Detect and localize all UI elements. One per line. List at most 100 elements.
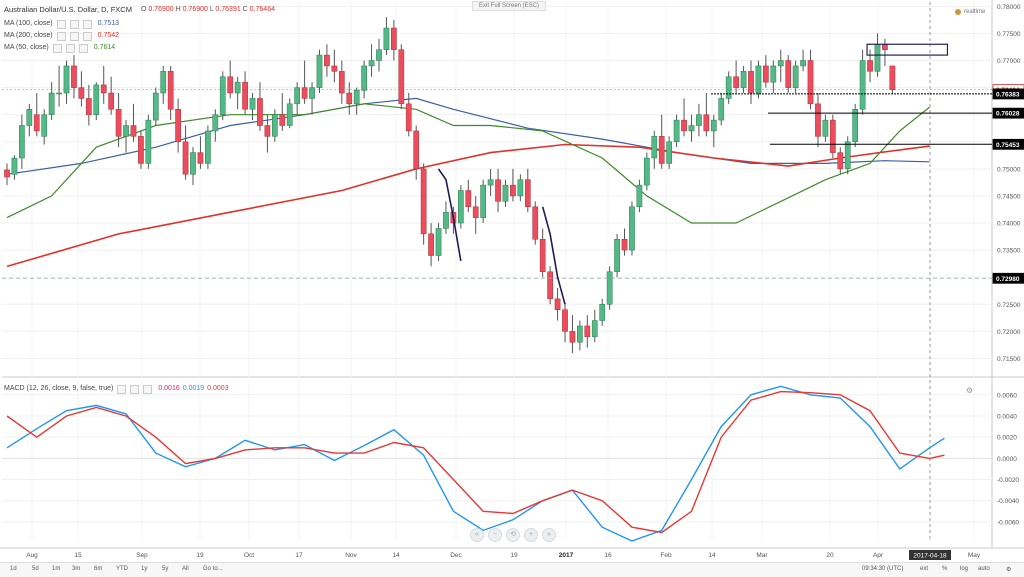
price-tick-label: 0.77500 — [997, 31, 1021, 38]
candle-body — [807, 60, 814, 105]
range-button-1y[interactable]: 1y — [141, 566, 148, 572]
ma-legend-name: MA (200, close) — [4, 32, 53, 39]
candle-body — [271, 114, 278, 137]
candle-body — [510, 184, 516, 197]
candle-body — [190, 152, 196, 175]
candle-body — [487, 179, 494, 186]
ma-legend-row: MA (200, close) 0.7542 — [4, 30, 119, 42]
realtime-label: realtime — [964, 9, 986, 15]
time-tick-label: Oct — [244, 552, 254, 559]
close-icon[interactable] — [143, 384, 153, 394]
candle-body — [681, 119, 687, 132]
swing-drawing — [541, 206, 566, 305]
pane-settings-icon[interactable]: ⚙ — [966, 386, 974, 395]
zoom-in-icon[interactable]: + — [524, 528, 538, 542]
scroll-right-icon[interactable]: » — [542, 528, 556, 542]
candle-body — [56, 92, 62, 95]
range-button-goto[interactable]: Go to... — [203, 566, 223, 572]
candle-body — [376, 49, 382, 61]
ma-legend: MA (100, close) 0.7513 MA (200, close) 0.75… — [4, 18, 119, 54]
price-tick-label: 0.78000 — [997, 4, 1021, 11]
close-icon[interactable] — [78, 43, 88, 53]
scale-button-log[interactable]: log — [960, 566, 969, 572]
candle-body — [324, 54, 330, 67]
candle-body — [33, 114, 40, 132]
candle-body — [145, 119, 152, 164]
scale-button-ext[interactable]: ext — [920, 566, 929, 572]
candle-body — [413, 130, 420, 170]
time-tick-label: 14 — [708, 552, 716, 559]
price-tick-label: 0.73500 — [997, 248, 1021, 255]
candle-body — [279, 114, 286, 126]
candle-body — [733, 76, 739, 88]
price-badge-label: 0.76383 — [996, 91, 1020, 98]
candle-body — [123, 125, 129, 137]
range-button-all[interactable]: All — [182, 566, 189, 572]
chart-canvas[interactable]: 0.780000.775000.770000.765000.760000.755… — [0, 0, 1024, 562]
macd-legend-value: 0.0003 — [207, 385, 229, 392]
eye-icon[interactable] — [52, 43, 62, 53]
time-tick-label: Aug — [26, 552, 38, 559]
eye-icon[interactable] — [117, 384, 127, 394]
candle-body — [465, 190, 472, 208]
candle-body — [242, 81, 248, 110]
settings-icon[interactable] — [130, 384, 140, 394]
candle-body — [368, 60, 375, 67]
candle-body — [346, 92, 353, 105]
candle-body — [294, 87, 301, 105]
candle-body — [852, 109, 859, 143]
range-button-5d[interactable]: 5d — [32, 566, 39, 572]
macd-tick-label: -0.0040 — [997, 498, 1019, 505]
candle-body — [517, 179, 524, 197]
macd-line — [6, 385, 945, 542]
range-button-5y[interactable]: 5y — [162, 566, 169, 572]
candle-body — [859, 60, 866, 110]
exit-full-screen-button[interactable]: Exit Full Screen (ESC) — [472, 1, 547, 11]
candle-body — [532, 206, 539, 240]
candle-body — [554, 298, 561, 310]
candle-body — [41, 114, 48, 137]
range-button-1m[interactable]: 1m — [52, 566, 61, 572]
price-badge — [992, 272, 1024, 284]
scroll-left-icon[interactable]: « — [470, 528, 484, 542]
candle-body — [502, 184, 509, 202]
candle-body — [301, 87, 308, 99]
close-icon[interactable] — [82, 31, 92, 41]
ma-line — [6, 103, 930, 224]
range-button-6m[interactable]: 6m — [94, 566, 103, 572]
swing-drawing — [437, 168, 462, 262]
range-button-ytd[interactable]: YTD — [116, 566, 128, 572]
candle-body — [710, 119, 717, 132]
ohlc-value: 0.76900 — [148, 6, 176, 13]
toolbar-settings-icon[interactable]: ⚙ — [1006, 567, 1012, 573]
range-button-3m[interactable]: 3m — [72, 566, 81, 572]
candle-body — [428, 233, 434, 256]
scale-button-percent[interactable]: % — [942, 566, 948, 572]
eye-icon[interactable] — [56, 19, 66, 29]
eye-icon[interactable] — [56, 31, 66, 41]
zoom-out-icon[interactable]: − — [488, 528, 502, 542]
close-icon[interactable] — [82, 19, 92, 29]
candle-body — [472, 206, 479, 218]
settings-icon[interactable] — [65, 43, 75, 53]
scale-button-auto[interactable]: auto — [978, 566, 990, 572]
candle-body — [800, 60, 806, 67]
settings-icon[interactable] — [69, 31, 79, 41]
candle-body — [361, 65, 367, 91]
price-tick-label: 0.72500 — [997, 302, 1021, 309]
candle-body — [405, 103, 412, 132]
reset-icon[interactable]: ⟲ — [506, 528, 520, 542]
signal-line — [6, 390, 945, 534]
bottom-toolbar: 1d 5d 1m 3m 6m YTD 1y 5y All Go to... 09:34:30 (UT… — [0, 562, 1024, 577]
candle-body — [19, 125, 25, 159]
price-tick-label: 0.71500 — [997, 356, 1021, 363]
settings-icon[interactable] — [69, 19, 79, 29]
candle-body — [182, 141, 189, 175]
ma-legend-value: 0.7614 — [93, 44, 116, 51]
candle-body — [85, 98, 92, 115]
time-tick-label: Mar — [756, 552, 768, 559]
ohlc-value: 0.76391 — [215, 6, 243, 13]
ohlc-key: C — [242, 6, 250, 13]
macd-legend: MACD (12, 26, close, 9, false, true) 0.0… — [4, 383, 229, 395]
range-button-1d[interactable]: 1d — [10, 566, 17, 572]
